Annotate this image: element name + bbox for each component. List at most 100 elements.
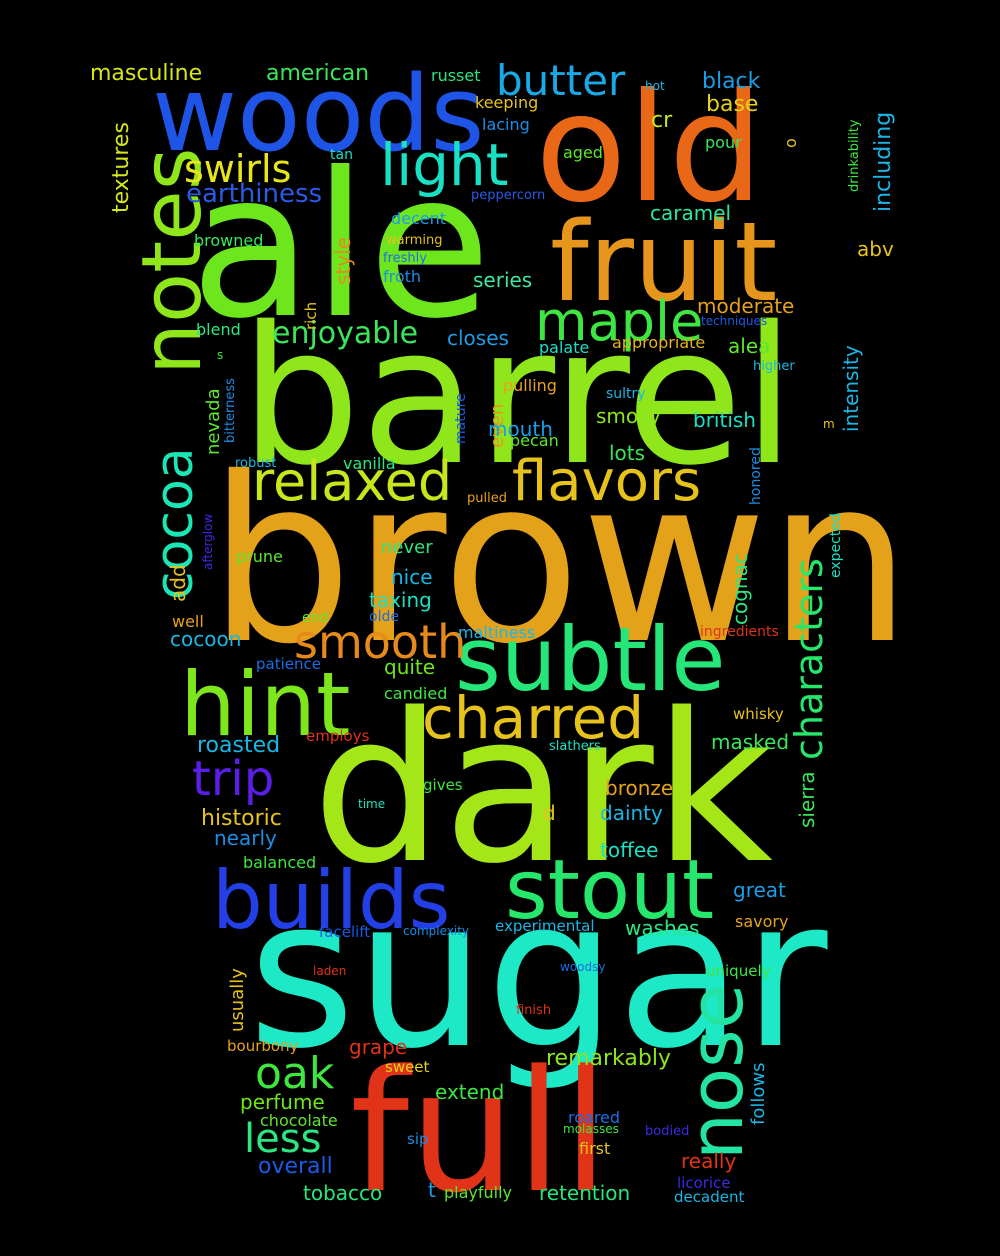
word-british: british xyxy=(693,408,756,432)
word-really: really xyxy=(681,1149,736,1173)
word-washes: washes xyxy=(625,916,699,940)
word-sweet: sweet xyxy=(385,1058,430,1076)
word-sugar: sugar xyxy=(248,854,828,1094)
word-less: less xyxy=(244,1116,321,1162)
word-decent: decent xyxy=(391,209,446,228)
word-smoky: smoky xyxy=(596,404,661,428)
word-roasted: roasted xyxy=(197,733,280,758)
word-nearly: nearly xyxy=(214,826,277,850)
word-tobacco: tobacco xyxy=(303,1181,382,1205)
word-t: t xyxy=(428,1178,436,1202)
word-bronze: bronze xyxy=(605,776,673,800)
word-moderate: moderate xyxy=(697,294,794,318)
word-fruit: fruit xyxy=(550,198,777,326)
word-pulled: pulled xyxy=(467,491,507,506)
word-light: light xyxy=(380,131,509,199)
word-afterglow: afterglow xyxy=(201,514,215,570)
word-cocoon: cocoon xyxy=(170,627,241,651)
word-russet: russet xyxy=(431,66,481,85)
word-old: old xyxy=(535,62,764,236)
word-browned: browned xyxy=(194,231,263,250)
word-robust: robust xyxy=(235,456,276,471)
word-notes: notes xyxy=(125,148,220,375)
word-cognac: cognac xyxy=(728,553,752,625)
word-full: full xyxy=(350,1034,609,1230)
word-savory: savory xyxy=(735,912,788,931)
word-licorice: licorice xyxy=(677,1174,731,1192)
word-style: style xyxy=(331,237,355,285)
word-base: base xyxy=(706,92,758,117)
word-subtle: subtle xyxy=(455,608,726,711)
word-sip: sip xyxy=(407,1130,429,1148)
word-bourbony: bourbony xyxy=(227,1037,299,1055)
word-remarkably: remarkably xyxy=(546,1046,671,1071)
word-including: including xyxy=(871,112,896,212)
word-smooth: smooth xyxy=(294,615,466,669)
word-dark: dark xyxy=(312,669,773,909)
word-sierra: sierra xyxy=(795,771,819,828)
word-nose: nose xyxy=(674,984,760,1160)
word-usually: usually xyxy=(227,968,248,1032)
word-caramel: caramel xyxy=(650,201,731,225)
word-laden: laden xyxy=(313,964,346,978)
word-characters: characters xyxy=(787,558,831,760)
word-m: m xyxy=(823,417,835,431)
word-extend: extend xyxy=(435,1080,504,1104)
word-molasses: molasses xyxy=(563,1122,619,1136)
word-pecan: pecan xyxy=(510,431,559,450)
word-finish: finish xyxy=(516,1003,551,1018)
word-hint: hint xyxy=(180,653,351,756)
word-never: never xyxy=(381,537,433,558)
word-overall: overall xyxy=(258,1154,333,1179)
word-well: well xyxy=(172,612,204,631)
word-relaxed: relaxed xyxy=(252,450,452,513)
word-time: time xyxy=(358,797,385,811)
word-stout: stout xyxy=(505,843,714,938)
word-candied: candied xyxy=(384,684,447,703)
word-bitterness: bitterness xyxy=(223,378,238,443)
word-hot: hot xyxy=(645,79,665,93)
word-alea: alea xyxy=(728,334,770,358)
word-peppercorn: peppercorn xyxy=(471,188,545,203)
word-decadent: decadent xyxy=(674,1188,744,1206)
word-masked: masked xyxy=(711,730,789,754)
word-keeping: keeping xyxy=(475,93,538,112)
word-end: end xyxy=(302,610,328,626)
word-s: s xyxy=(217,348,223,362)
word-oak: oak xyxy=(255,1048,335,1099)
word-perfume: perfume xyxy=(240,1090,325,1114)
word-barrel: barrel xyxy=(240,286,795,507)
word-pulling: pulling xyxy=(503,376,557,395)
word-complexity: complexity xyxy=(403,924,469,938)
word-chocolate: chocolate xyxy=(260,1111,338,1130)
word-toffee: toffee xyxy=(600,838,658,862)
word-roared: roared xyxy=(568,1108,620,1127)
word-grape: grape xyxy=(349,1035,407,1059)
word-series: series xyxy=(473,268,532,292)
word-swirls: swirls xyxy=(184,147,291,191)
word-blend: blend xyxy=(196,320,241,339)
word-techniques: techniques xyxy=(701,314,767,328)
word-tan: tan xyxy=(330,147,353,163)
word-textures: textures xyxy=(109,122,134,213)
word-whisky: whisky xyxy=(733,705,784,723)
word-gives: gives xyxy=(423,776,463,794)
word-olde: olde xyxy=(369,609,399,625)
word-enjoyable: enjoyable xyxy=(272,316,418,351)
word-mouth: mouth xyxy=(488,417,553,441)
word-aged: aged xyxy=(563,143,603,162)
word-palate: palate xyxy=(539,338,589,357)
word-nice: nice xyxy=(391,565,433,589)
word-trip: trip xyxy=(192,751,274,807)
word-charred: charred xyxy=(422,684,644,752)
word-appropriate: appropriate xyxy=(612,333,705,352)
word-experimental: experimental xyxy=(495,917,595,935)
word-builds: builds xyxy=(212,854,450,947)
word-add: add xyxy=(166,564,190,602)
word-d: d xyxy=(543,801,556,825)
word-abv: abv xyxy=(857,237,894,261)
word-cr: cr xyxy=(651,108,673,133)
word-ale: ale xyxy=(190,130,491,363)
word-first: first xyxy=(579,1139,610,1158)
